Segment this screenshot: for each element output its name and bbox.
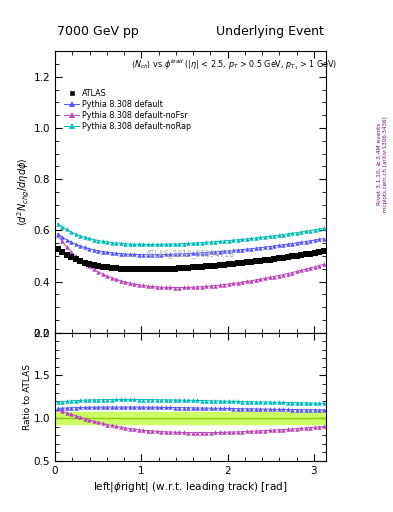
Y-axis label: $\langle d^2 N_{chg}/d\eta d\phi \rangle$: $\langle d^2 N_{chg}/d\eta d\phi \rangle… [16,158,32,226]
Text: Rivet 3.1.10, ≥ 3.4M events: Rivet 3.1.10, ≥ 3.4M events [377,122,382,205]
X-axis label: left|$\phi$right| (w.r.t. leading track) [rad]: left|$\phi$right| (w.r.t. leading track)… [94,480,288,494]
Text: Underlying Event: Underlying Event [217,26,324,38]
Legend: ATLAS, Pythia 8.308 default, Pythia 8.308 default-noFsr, Pythia 8.308 default-no: ATLAS, Pythia 8.308 default, Pythia 8.30… [64,89,191,131]
Text: mcplots.cern.ch [arXiv:1306.3436]: mcplots.cern.ch [arXiv:1306.3436] [383,116,387,211]
Text: 7000 GeV pp: 7000 GeV pp [57,26,139,38]
Y-axis label: Ratio to ATLAS: Ratio to ATLAS [23,364,32,430]
Text: ATLAS_2010_S8894728: ATLAS_2010_S8894728 [146,249,235,259]
Bar [55,412,326,424]
Text: $\langle N_{ch}\rangle$ vs $\phi^{lead}$ (|$\eta$| < 2.5, $p_T$ > 0.5 GeV, $p_{T: $\langle N_{ch}\rangle$ vs $\phi^{lead}$… [131,57,337,72]
